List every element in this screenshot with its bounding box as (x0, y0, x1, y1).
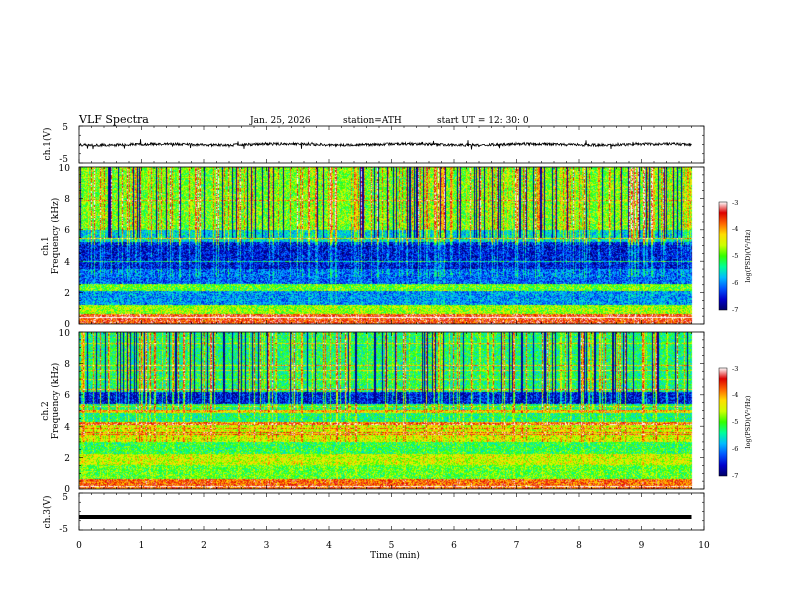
ch1-freq-tick-label: 6 (64, 226, 70, 236)
ch1-freq-tick-label: 2 (64, 289, 70, 299)
ch1-colorbar-label: log(PSD)(V²/Hz) (744, 229, 752, 282)
ch3-ytick-label: 5 (62, 493, 68, 503)
xtick-label: 8 (576, 541, 582, 551)
ch1-freq-tick-label: 0 (64, 320, 70, 330)
ch2-channel-label: ch.2 (41, 401, 51, 420)
tick-marks (78, 125, 705, 531)
xtick-label: 1 (139, 541, 145, 551)
ch3-waveform-frame (78, 492, 705, 531)
ch2-freq-tick-label: 4 (64, 423, 70, 433)
ch1-colorbar-tick: -6 (732, 279, 738, 287)
xtick-label: 6 (451, 541, 457, 551)
ch2-colorbar-tick: -4 (732, 391, 738, 399)
xtick-label: 0 (76, 541, 82, 551)
ch3-ytick-label: -5 (59, 525, 68, 535)
ch1-colorbar (718, 201, 728, 311)
xtick-label: 9 (639, 541, 645, 551)
ch1-colorbar-tick: -5 (732, 252, 738, 260)
ch1-freq-tick-label: 8 (64, 195, 70, 205)
ch2-spectrogram-image (79, 332, 704, 489)
xtick-label: 5 (389, 541, 395, 551)
ch2-colorbar (718, 367, 728, 477)
ch2-colorbar-tick: -3 (732, 365, 738, 373)
ch2-freq-tick-label: 2 (64, 454, 70, 464)
x-axis-label: Time (min) (370, 550, 420, 561)
ch1-freq-tick-label: 10 (59, 164, 71, 174)
xtick-label: 3 (264, 541, 270, 551)
ch1-channel-label: ch.1 (41, 236, 51, 255)
ch3-waveform-ylabel: ch.3(V) (42, 496, 53, 529)
ch1-waveform-ylabel: ch.1(V) (42, 128, 53, 161)
ch1-colorbar-tick: -7 (732, 306, 738, 314)
ch1-spectrogram-image (79, 167, 704, 324)
ch3-waveform-line (79, 515, 692, 519)
ch2-colorbar-tick: -7 (732, 472, 738, 480)
xtick-label: 4 (326, 541, 332, 551)
ch1-ytick-label: 5 (62, 123, 68, 133)
xtick-label: 2 (201, 541, 207, 551)
ch1-freq-tick-label: 4 (64, 258, 70, 268)
xtick-label: 7 (514, 541, 520, 551)
station-label: station=ATH (343, 116, 402, 126)
start-time-label: start UT = 12: 30: 0 (437, 116, 529, 126)
ch2-colorbar-tick: -6 (732, 445, 738, 453)
ch2-colorbar-tick: -5 (732, 418, 738, 426)
ch2-freq-tick-label: 6 (64, 391, 70, 401)
ch1-colorbar-tick: -3 (732, 199, 738, 207)
date-label: Jan. 25, 2026 (249, 116, 311, 126)
ch1-frequency-label: Frequency (kHz) (50, 198, 61, 275)
ch1-waveform-line (78, 139, 692, 150)
ch1-colorbar-tick: -4 (732, 225, 738, 233)
figure-title: VLF Spectra (78, 113, 149, 126)
ch1-ytick-label: -5 (59, 155, 68, 165)
xtick-label: 10 (698, 541, 710, 551)
ch2-freq-tick-label: 0 (64, 485, 70, 495)
ch2-frequency-label: Frequency (kHz) (50, 363, 61, 440)
ch2-freq-tick-label: 8 (64, 360, 70, 370)
ch2-freq-tick-label: 10 (59, 329, 71, 339)
ch2-colorbar-label: log(PSD)(V²/Hz) (744, 395, 752, 448)
